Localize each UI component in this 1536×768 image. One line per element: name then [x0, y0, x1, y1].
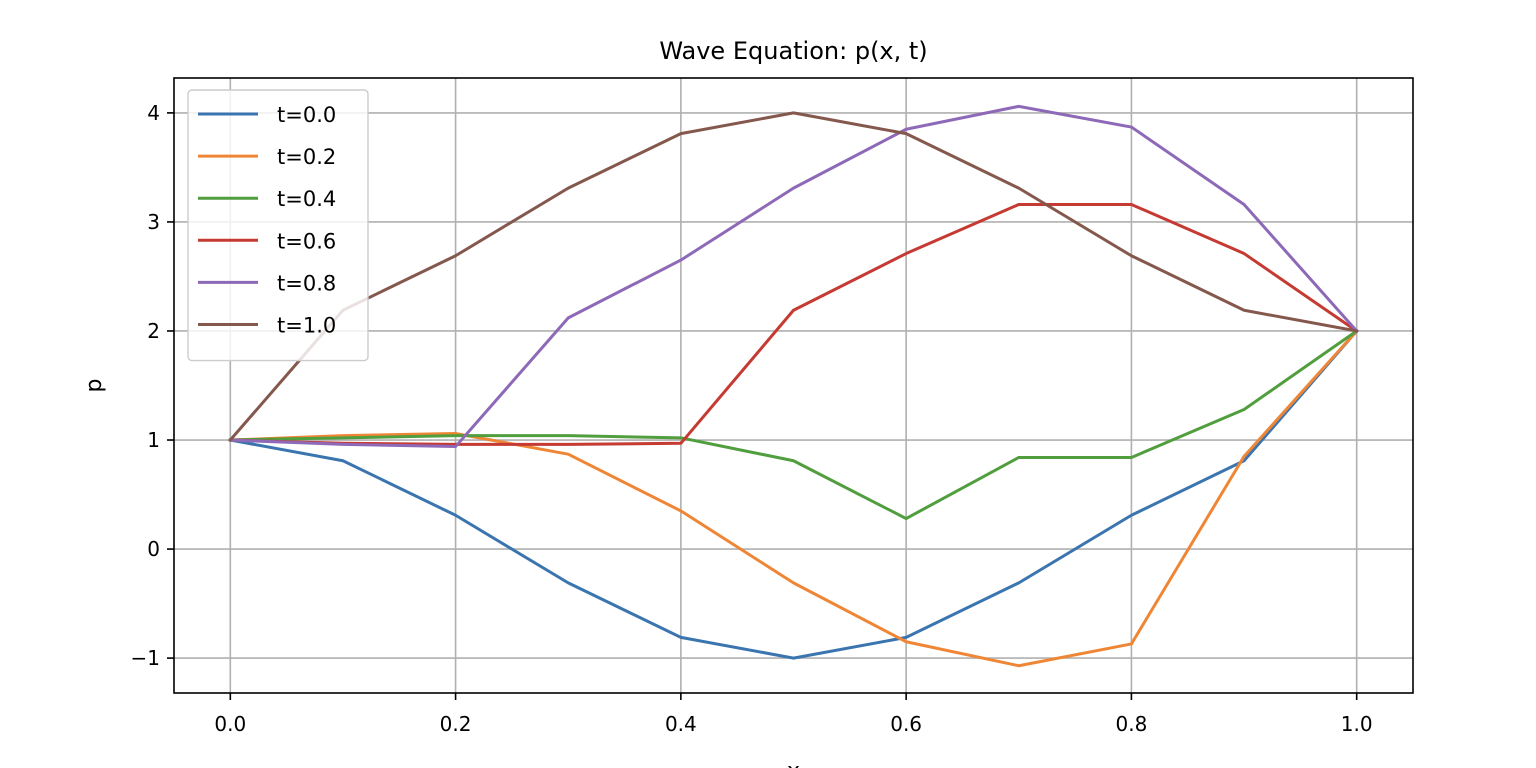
- legend-label: t=0.0: [277, 103, 336, 127]
- chart-title: Wave Equation: p(x, t): [659, 37, 927, 65]
- x-tick-label: 0.0: [214, 712, 246, 736]
- series-line-t-0-6: [228, 202, 1359, 446]
- legend-box: [187, 89, 369, 362]
- plot-frame: [173, 77, 1414, 694]
- legend-label: t=0.4: [277, 187, 336, 211]
- legend-label: t=0.2: [277, 145, 336, 169]
- y-tick-label: 1: [147, 428, 160, 452]
- legend-label: t=1.0: [277, 314, 336, 338]
- legend: t=0.0 t=0.2 t=0.4 t=0.6 t=0.8 t=1.0: [187, 89, 369, 362]
- axis-ticks: 0.0 0.2 0.4 0.6 0.8 1.0 −1 0 1 2 3 4: [131, 101, 1373, 736]
- x-tick-label: 1.0: [1341, 712, 1373, 736]
- series-line-t-1-0: [228, 111, 1359, 443]
- legend-label: t=0.6: [277, 229, 336, 253]
- x-tick-label: 0.6: [890, 712, 922, 736]
- series-lines: [228, 104, 1359, 668]
- y-tick-label: 0: [147, 537, 160, 561]
- y-tick-label: 2: [147, 319, 160, 343]
- x-tick-label: 0.8: [1116, 712, 1148, 736]
- y-tick-label: −1: [131, 646, 160, 670]
- x-tick-label: 0.2: [440, 712, 472, 736]
- series-line-t-0-8: [228, 104, 1359, 449]
- x-axis-label: x: [787, 759, 800, 768]
- legend-label: t=0.8: [277, 271, 336, 295]
- x-tick-label: 0.4: [665, 712, 697, 736]
- series-line-t-0-0: [228, 328, 1359, 660]
- y-tick-label: 4: [147, 101, 160, 125]
- grid: [174, 78, 1413, 693]
- y-axis-label: p: [82, 379, 107, 393]
- series-line-t-0-2: [228, 328, 1359, 668]
- series-line-t-0-4: [228, 328, 1359, 521]
- y-tick-label: 3: [147, 210, 160, 234]
